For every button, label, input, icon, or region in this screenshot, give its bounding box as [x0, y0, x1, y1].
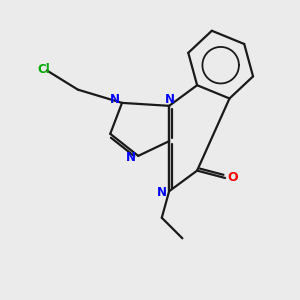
- Text: N: N: [110, 93, 120, 106]
- Text: N: N: [157, 186, 167, 199]
- Text: N: N: [126, 151, 136, 164]
- Text: N: N: [165, 93, 175, 106]
- Text: Cl: Cl: [37, 62, 50, 76]
- Text: O: O: [227, 172, 238, 184]
